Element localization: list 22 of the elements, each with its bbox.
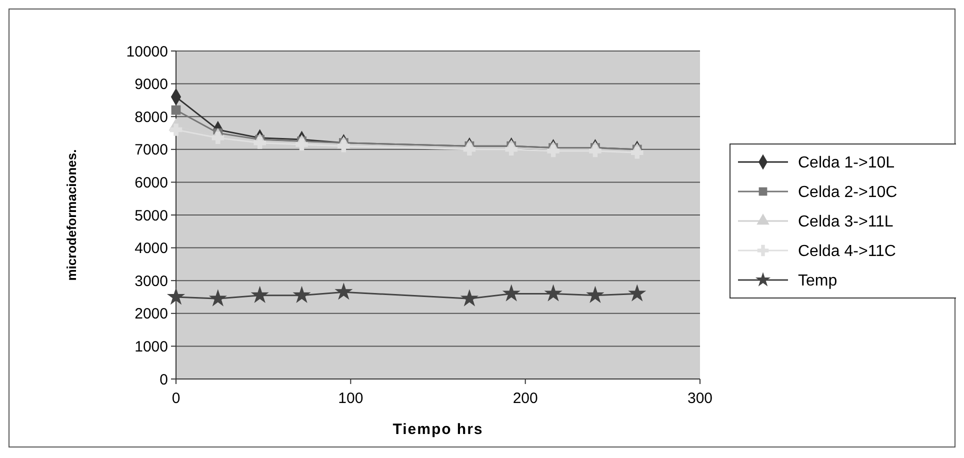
y-axis-title: microdeformaciones. — [64, 149, 79, 281]
y-tick-label: 0 — [160, 371, 168, 388]
legend-label: Temp — [798, 272, 838, 290]
legend-label: Celda 1->10L — [798, 154, 895, 172]
y-tick-label: 7000 — [134, 142, 168, 159]
y-tick-label: 6000 — [134, 174, 168, 192]
y-tick-label: 1000 — [134, 338, 168, 356]
y-tick-label: 4000 — [134, 240, 168, 258]
y-tick-label: 8000 — [134, 108, 168, 126]
x-axis-title: Tiempo hrs — [392, 421, 484, 438]
legend-label: Celda 2->10C — [798, 184, 898, 202]
legend-label: Celda 4->11C — [798, 243, 896, 260]
y-tick-label: 3000 — [134, 272, 168, 290]
x-tick-label: 0 — [172, 390, 180, 407]
y-tick-label: 10000 — [126, 43, 168, 60]
y-tick-label: 5000 — [134, 207, 168, 224]
x-tick-label: 300 — [687, 390, 713, 407]
y-tick-label: 2000 — [134, 306, 168, 323]
y-tick-label: 9000 — [134, 76, 168, 94]
x-tick-label: 100 — [338, 390, 364, 407]
x-tick-label: 200 — [512, 390, 538, 407]
legend-label: Celda 3->11L — [798, 214, 894, 231]
